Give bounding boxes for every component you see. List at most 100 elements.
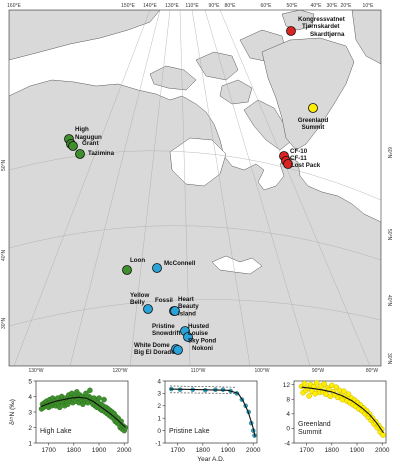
data-point (336, 387, 343, 394)
site-marker-skardtjorna: Skardtjørna (310, 31, 345, 38)
site-label: White Dome Big El Dorado (134, 342, 175, 356)
meridian-line (191, 10, 251, 366)
inset-chart-3: 1700 1800 1900 2000 -4 0 4 8 12 Greenland Summit (283, 380, 390, 454)
site-label: Lost Pack (291, 162, 321, 169)
bottom-longitude-label: 110°W (191, 368, 206, 374)
site-label: Tazimina (88, 150, 115, 157)
site-label: High (75, 126, 89, 133)
x-tick-label: 2000 (246, 447, 261, 454)
left-latitude-label: 50°N (1, 159, 7, 171)
x-tick-label: 1900 (350, 447, 365, 454)
graticule (9, 10, 381, 366)
meridian-line (129, 10, 171, 366)
top-longitude-label: 160°E (7, 3, 21, 9)
arctic-island-2 (195, 51, 239, 81)
site-label: Fossil (155, 297, 173, 304)
inset-chart-2: 1700 1800 1900 2000 -1 0 1 2 3 4 Pristine Lake Year… (155, 378, 261, 463)
bottom-longitude-label: 120°W (112, 368, 127, 374)
top-longitude-label: 140°E (143, 3, 157, 9)
top-longitude-label: 30°E (327, 3, 339, 9)
site-label: Yellow Belly (130, 292, 149, 306)
top-longitude-label: 20°E (341, 3, 353, 9)
y-tick-label: 4 (286, 411, 290, 418)
north-america-land (9, 79, 381, 366)
y-tick-label: 5 (28, 378, 32, 385)
x-tick-label: 1800 (196, 447, 211, 454)
confidence-band-upper (170, 385, 236, 388)
data-point (101, 396, 107, 403)
site-marker-greenland-summit: Greenland Summit (298, 103, 329, 131)
right-latitude-label: 40°N (386, 295, 392, 307)
site-dot (173, 345, 183, 355)
site-dot (283, 159, 293, 169)
top-longitude-label: 110°E (185, 3, 199, 9)
site-label: Nokoni (192, 345, 213, 352)
data-point (96, 395, 102, 401)
meridian-line (179, 10, 191, 366)
inset-chart-1: 1700 1800 1900 2000 1 2 3 4 5 High Lake δ¹⁵N (‰) (9, 378, 132, 454)
right-latitude-label: 50°N (386, 229, 392, 241)
trend-line (40, 396, 126, 428)
top-longitude-label: 130°E (165, 3, 179, 9)
x-tick-label: 1700 (299, 447, 314, 454)
meridian-line (204, 10, 311, 366)
x-tick-label: 1800 (67, 447, 82, 454)
meridian-line (69, 10, 161, 366)
top-longitude-label: 10°E (363, 3, 375, 9)
x-tick-label: 2000 (117, 447, 132, 454)
y-tick-label: 2 (157, 403, 161, 410)
data-point (321, 381, 328, 387)
meridian-line (13, 10, 151, 366)
x-axis-label: Year A.D. (197, 456, 224, 463)
site-label: Heart Beauty Island (178, 296, 199, 317)
right-latitude-label: 30°N (386, 353, 392, 365)
data-point (87, 387, 93, 394)
land-masses (9, 10, 381, 366)
panel-label: Greenland Summit (298, 421, 331, 436)
y-tick-label: -4 (284, 440, 290, 447)
greenland (261, 37, 355, 151)
site-label: Skardtjørna (310, 31, 345, 38)
site-dot (286, 26, 296, 36)
site-label: Nagugun (75, 134, 102, 141)
site-label: Kongressvatnet (298, 16, 345, 23)
parallel-line (9, 150, 381, 201)
data-point (306, 393, 312, 399)
great-lakes (211, 255, 263, 275)
svalbard (281, 10, 315, 31)
bottom-longitude-label: 100°W (254, 368, 269, 374)
site-marker-grant: Grant (68, 140, 99, 151)
site-marker-tjornskardet: Tjørnskardet (302, 23, 339, 30)
site-dot (143, 304, 153, 314)
data-point (313, 380, 320, 386)
bottom-longitude-label: 80°W (366, 368, 379, 374)
top-longitude-label: 90°E (209, 3, 221, 9)
top-longitude-label: 80°E (225, 3, 237, 9)
data-point (56, 404, 63, 411)
site-marker-loon: Loon (122, 257, 145, 275)
site-dot (68, 141, 78, 151)
site-marker-lost-pack: Lost Pack (283, 159, 321, 169)
x-tick-label: 1900 (221, 447, 236, 454)
y-tick-label: 3 (157, 391, 161, 398)
top-longitude-label: 150°E (121, 3, 135, 9)
y-tick-label: 1 (157, 416, 161, 423)
map-frame (8, 9, 382, 367)
x-tick-label: 2000 (375, 447, 390, 454)
data-point (363, 407, 370, 414)
top-longitude-label: 40°E (311, 3, 323, 9)
x-tick-label: 1800 (325, 447, 340, 454)
site-dot (308, 103, 318, 113)
y-tick-label: 0 (286, 426, 290, 433)
data-point (380, 432, 386, 438)
data-point (301, 380, 308, 387)
site-dot (152, 263, 162, 273)
bottom-longitude-label: 90°W (312, 368, 325, 374)
parallel-line (9, 299, 381, 327)
confidence-band-lower (170, 392, 236, 394)
data-point (341, 388, 347, 395)
data-point (322, 391, 329, 397)
